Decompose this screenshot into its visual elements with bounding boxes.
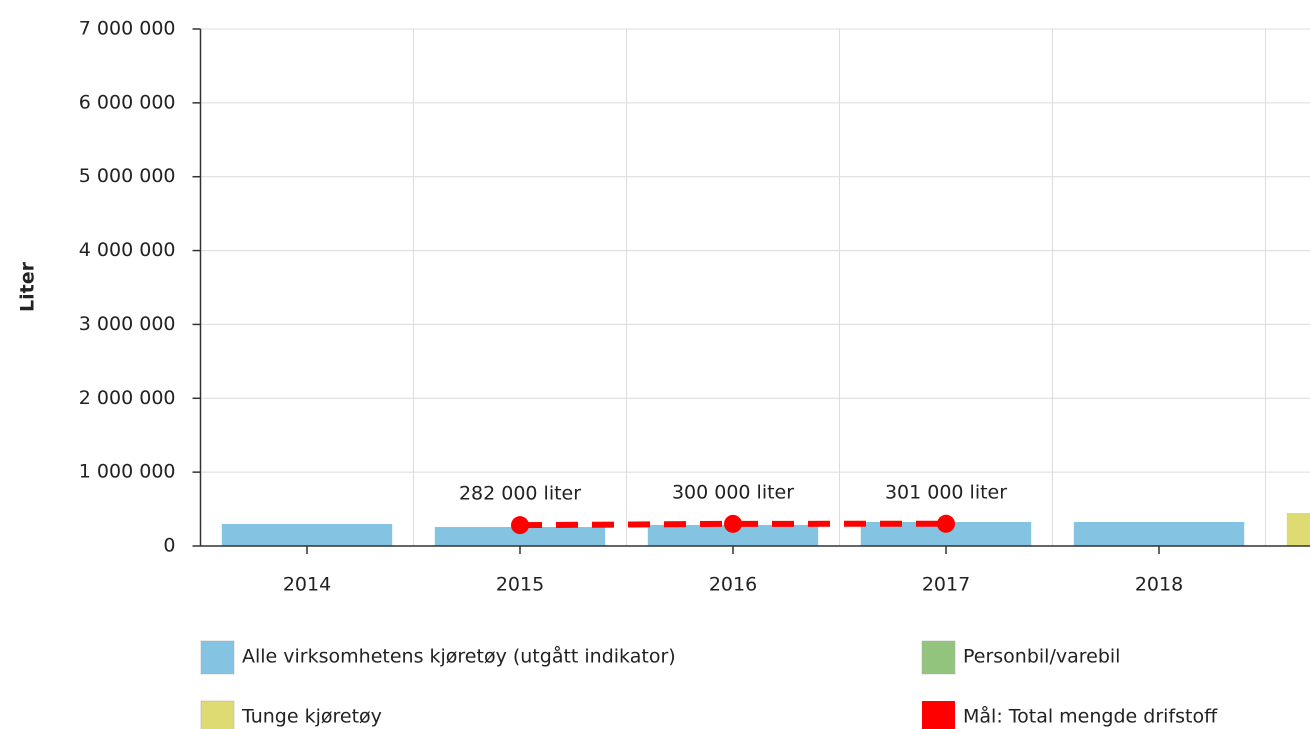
y-tick-label: 6 000 000 [79, 91, 176, 113]
x-tick-label: 2016 [709, 574, 757, 596]
data-label: 301 000 liter [885, 481, 1007, 503]
y-tick-label: 0 [163, 535, 175, 557]
bar [1286, 512, 1310, 546]
legend-label: Personbil/varebil [963, 646, 1120, 668]
x-tick-label: 2017 [922, 574, 970, 596]
y-axis-label: Liter [17, 261, 39, 312]
target-marker [937, 514, 955, 533]
bar [434, 527, 606, 546]
y-tick-label: 7 000 000 [79, 18, 176, 40]
y-tick-label: 4 000 000 [79, 239, 176, 261]
x-tick-label: 2018 [1135, 574, 1183, 596]
data-label: 300 000 liter [672, 481, 794, 503]
y-tick-label: 1 000 000 [79, 461, 176, 483]
legend-swatch [200, 700, 235, 729]
y-tick-label: 5 000 000 [79, 165, 176, 187]
legend-label: Alle virksomhetens kjøretøy (utgått indi… [242, 645, 676, 668]
bar [1073, 521, 1245, 546]
data-label: 282 000 liter [459, 483, 581, 505]
bar [221, 523, 393, 546]
y-tick-label: 3 000 000 [79, 313, 176, 335]
target-marker [511, 516, 529, 535]
bar [647, 525, 819, 546]
legend-swatch [200, 640, 235, 675]
x-tick-label: 2014 [283, 574, 331, 596]
legend-label: Mål: Total mengde drifstoff [963, 705, 1218, 728]
x-tick-label: 2015 [496, 574, 544, 596]
target-marker [724, 514, 742, 533]
legend-label: Tunge kjøretøy [241, 706, 382, 728]
legend-swatch [922, 701, 955, 729]
y-tick-label: 2 000 000 [79, 387, 176, 409]
legend-swatch [921, 640, 956, 675]
